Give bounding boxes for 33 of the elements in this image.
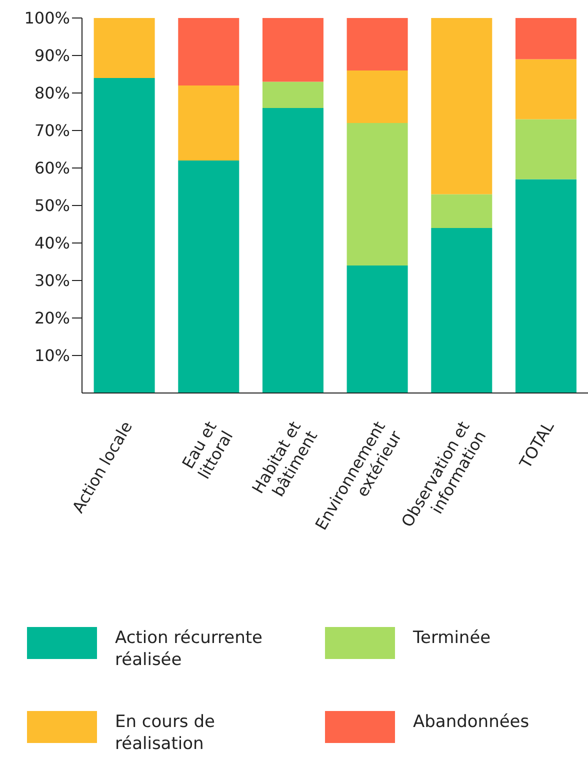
bar (178, 160, 240, 393)
y-tick-label: 80% (34, 84, 70, 103)
bar (346, 266, 408, 393)
bar (94, 18, 155, 78)
bar (262, 18, 324, 82)
legend-label: Action récurrente réalisée (115, 627, 264, 671)
bar (346, 18, 408, 70)
bar (178, 86, 240, 160)
bar (262, 108, 324, 393)
bar (515, 179, 576, 393)
legend-label: En cours de réalisation (115, 711, 216, 755)
y-tick-label: 50% (34, 196, 70, 216)
y-tick-label: 90% (34, 46, 70, 66)
bar (431, 194, 492, 228)
legend-label: Terminée (413, 627, 492, 649)
bar (515, 18, 576, 60)
y-tick-label: 10% (34, 346, 70, 366)
legend-label: Abandonnées (413, 711, 530, 733)
y-tick-label: 100% (24, 8, 70, 28)
bar (178, 18, 240, 86)
y-tick-label: 40% (34, 234, 70, 253)
bar (515, 119, 576, 180)
bar (346, 123, 408, 266)
bar (431, 228, 492, 393)
bar (346, 70, 408, 123)
bar (94, 78, 155, 393)
y-tick-label: 30% (34, 271, 70, 290)
y-tick-label: 70% (34, 121, 70, 140)
bar (515, 59, 576, 120)
bar (431, 18, 492, 194)
y-tick-label: 20% (34, 308, 70, 328)
bar (262, 82, 324, 108)
y-tick-label: 60% (34, 158, 70, 178)
